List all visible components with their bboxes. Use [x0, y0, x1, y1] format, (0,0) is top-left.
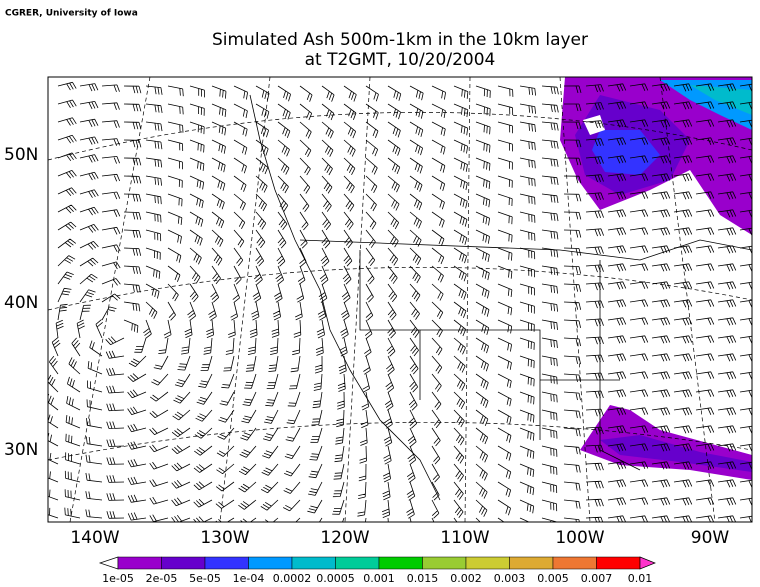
- colorbar-swatch: [335, 556, 380, 570]
- colorbar-swatch: [552, 556, 597, 570]
- ash-regions: [560, 77, 752, 480]
- lat-label: 40N: [4, 293, 38, 313]
- colorbar-label: 0.0002: [273, 572, 312, 585]
- wind-barb-field: [48, 81, 752, 522]
- lon-label: 130W: [200, 528, 249, 548]
- colorbar-swatch: [117, 556, 162, 570]
- map-frame: [47, 76, 753, 523]
- colorbar-end: [639, 556, 656, 570]
- colorbar-label: 0.0005: [316, 572, 355, 585]
- colorbar-label: 0.007: [581, 572, 613, 585]
- colorbar-label: 0.015: [407, 572, 439, 585]
- lon-label: 110W: [440, 528, 489, 548]
- colorbar-label: 1e-04: [233, 572, 265, 585]
- lon-label: 90W: [691, 528, 730, 548]
- ash-region: [583, 115, 605, 135]
- ash-region: [690, 85, 752, 115]
- colorbar-label: 2e-05: [146, 572, 178, 585]
- graticule: [48, 77, 752, 522]
- colorbar-swatch: [596, 556, 641, 570]
- colorbar-label: 5e-05: [189, 572, 221, 585]
- lon-label: 120W: [320, 528, 369, 548]
- colorbar-label: 0.005: [537, 572, 569, 585]
- colorbar-swatch: [378, 556, 423, 570]
- subtitle: at T2GMT, 10/20/2004: [305, 50, 496, 70]
- colorbar-label: 0.01: [628, 572, 653, 585]
- credit: CGRER, University of Iowa: [5, 9, 138, 19]
- lon-label: 100W: [555, 528, 604, 548]
- colorbar-swatch: [204, 556, 249, 570]
- colorbar-swatch: [248, 556, 293, 570]
- colorbar-label: 0.003: [494, 572, 526, 585]
- colorbar-swatch: [161, 556, 206, 570]
- colorbar-label: 1e-05: [102, 572, 134, 585]
- colorbar-swatch: [291, 556, 336, 570]
- lat-label: 50N: [4, 145, 38, 165]
- colorbar-swatch: [465, 556, 510, 570]
- title: Simulated Ash 500m-1km in the 10km layer: [212, 30, 588, 50]
- lat-label: 30N: [4, 440, 38, 460]
- colorbar-label: 0.002: [450, 572, 482, 585]
- colorbar-label: 0.001: [363, 572, 395, 585]
- colorbar-end: [98, 556, 119, 570]
- ash-region: [600, 435, 752, 472]
- map-area: [48, 77, 752, 522]
- colorbar-swatch: [422, 556, 467, 570]
- colorbar-swatch: [509, 556, 554, 570]
- lon-label: 140W: [70, 528, 119, 548]
- wind-barbs: [48, 81, 752, 522]
